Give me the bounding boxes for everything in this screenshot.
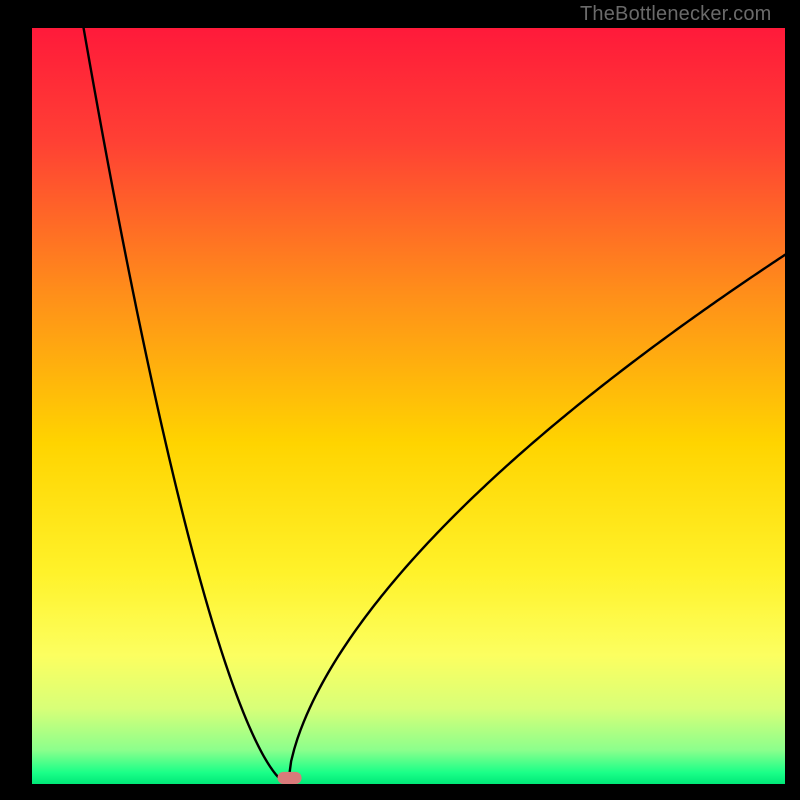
optimal-marker (277, 772, 301, 784)
bottleneck-chart (32, 28, 785, 784)
chart-container (32, 28, 785, 784)
gradient-background (32, 28, 785, 784)
watermark-text: TheBottlenecker.com (580, 3, 772, 26)
